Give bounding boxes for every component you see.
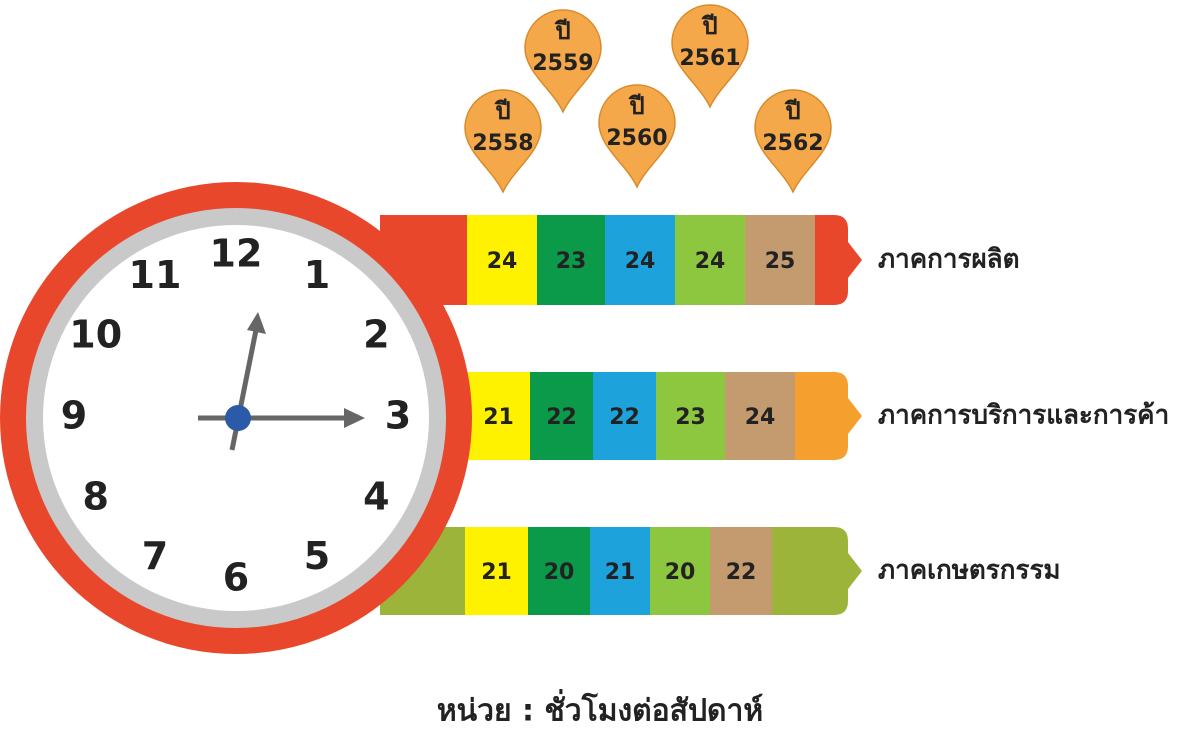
hand-hub bbox=[225, 405, 251, 431]
value-cell bbox=[467, 372, 530, 460]
value-cell bbox=[745, 215, 815, 305]
value-label: 24 bbox=[695, 249, 726, 274]
clock-number: 8 bbox=[82, 475, 108, 519]
value-cell bbox=[593, 372, 656, 460]
value-label: 20 bbox=[544, 560, 575, 585]
hour-tip bbox=[247, 312, 266, 334]
year-pin bbox=[464, 89, 542, 194]
year-prefix: ปี bbox=[784, 97, 800, 125]
value-label: 21 bbox=[481, 560, 512, 585]
clock-number: 7 bbox=[142, 534, 168, 578]
value-label: 22 bbox=[546, 405, 577, 430]
year-label: 2562 bbox=[762, 131, 823, 156]
year-pin bbox=[671, 4, 749, 109]
year-label: 2560 bbox=[606, 126, 667, 151]
value-label: 22 bbox=[609, 405, 640, 430]
year-label: 2561 bbox=[679, 46, 740, 71]
clock-number: 4 bbox=[363, 475, 389, 519]
year-pin bbox=[754, 89, 832, 194]
value-cell bbox=[675, 215, 745, 305]
clock-number: 11 bbox=[129, 253, 182, 297]
value-cell bbox=[465, 527, 528, 615]
value-cell bbox=[725, 372, 795, 460]
sector-label: ภาคเกษตรกรรม bbox=[878, 556, 1061, 586]
clock-number: 5 bbox=[304, 534, 330, 578]
minute-tip bbox=[344, 408, 365, 428]
value-cell bbox=[528, 527, 590, 615]
value-label: 22 bbox=[726, 560, 757, 585]
value-cell bbox=[710, 527, 772, 615]
year-prefix: ปี bbox=[701, 12, 717, 40]
year-pin bbox=[598, 84, 676, 189]
clock-number: 6 bbox=[223, 556, 249, 600]
clock-number: 12 bbox=[210, 232, 263, 276]
value-label: 25 bbox=[765, 249, 796, 274]
year-prefix: ปี bbox=[628, 92, 644, 120]
clock-number: 9 bbox=[61, 394, 87, 438]
unit-note: หน่วย : ชั่วโมงต่อสัปดาห์ bbox=[437, 689, 763, 729]
value-cell bbox=[537, 215, 605, 305]
clock-number: 2 bbox=[363, 313, 389, 357]
year-label: 2558 bbox=[472, 131, 533, 156]
sector-label: ภาคการผลิต bbox=[878, 245, 1020, 275]
value-label: 24 bbox=[745, 405, 776, 430]
value-label: 23 bbox=[556, 249, 587, 274]
value-cell bbox=[590, 527, 650, 615]
value-cell bbox=[530, 372, 593, 460]
clock-number: 10 bbox=[69, 313, 122, 357]
value-label: 23 bbox=[675, 405, 706, 430]
clock-number: 3 bbox=[385, 394, 411, 438]
year-prefix: ปี bbox=[554, 17, 570, 45]
value-cell bbox=[650, 527, 710, 615]
value-cell bbox=[656, 372, 725, 460]
value-label: 20 bbox=[665, 560, 696, 585]
clock-number: 1 bbox=[304, 253, 330, 297]
value-label: 21 bbox=[483, 405, 514, 430]
value-label: 21 bbox=[605, 560, 636, 585]
value-label: 24 bbox=[625, 249, 656, 274]
value-label: 24 bbox=[487, 249, 518, 274]
year-label: 2559 bbox=[532, 51, 593, 76]
sector-label: ภาคการบริการและการค้า bbox=[878, 401, 1169, 431]
year-pin bbox=[524, 9, 602, 114]
value-cell bbox=[605, 215, 675, 305]
value-cell bbox=[467, 215, 537, 305]
year-prefix: ปี bbox=[494, 97, 510, 125]
